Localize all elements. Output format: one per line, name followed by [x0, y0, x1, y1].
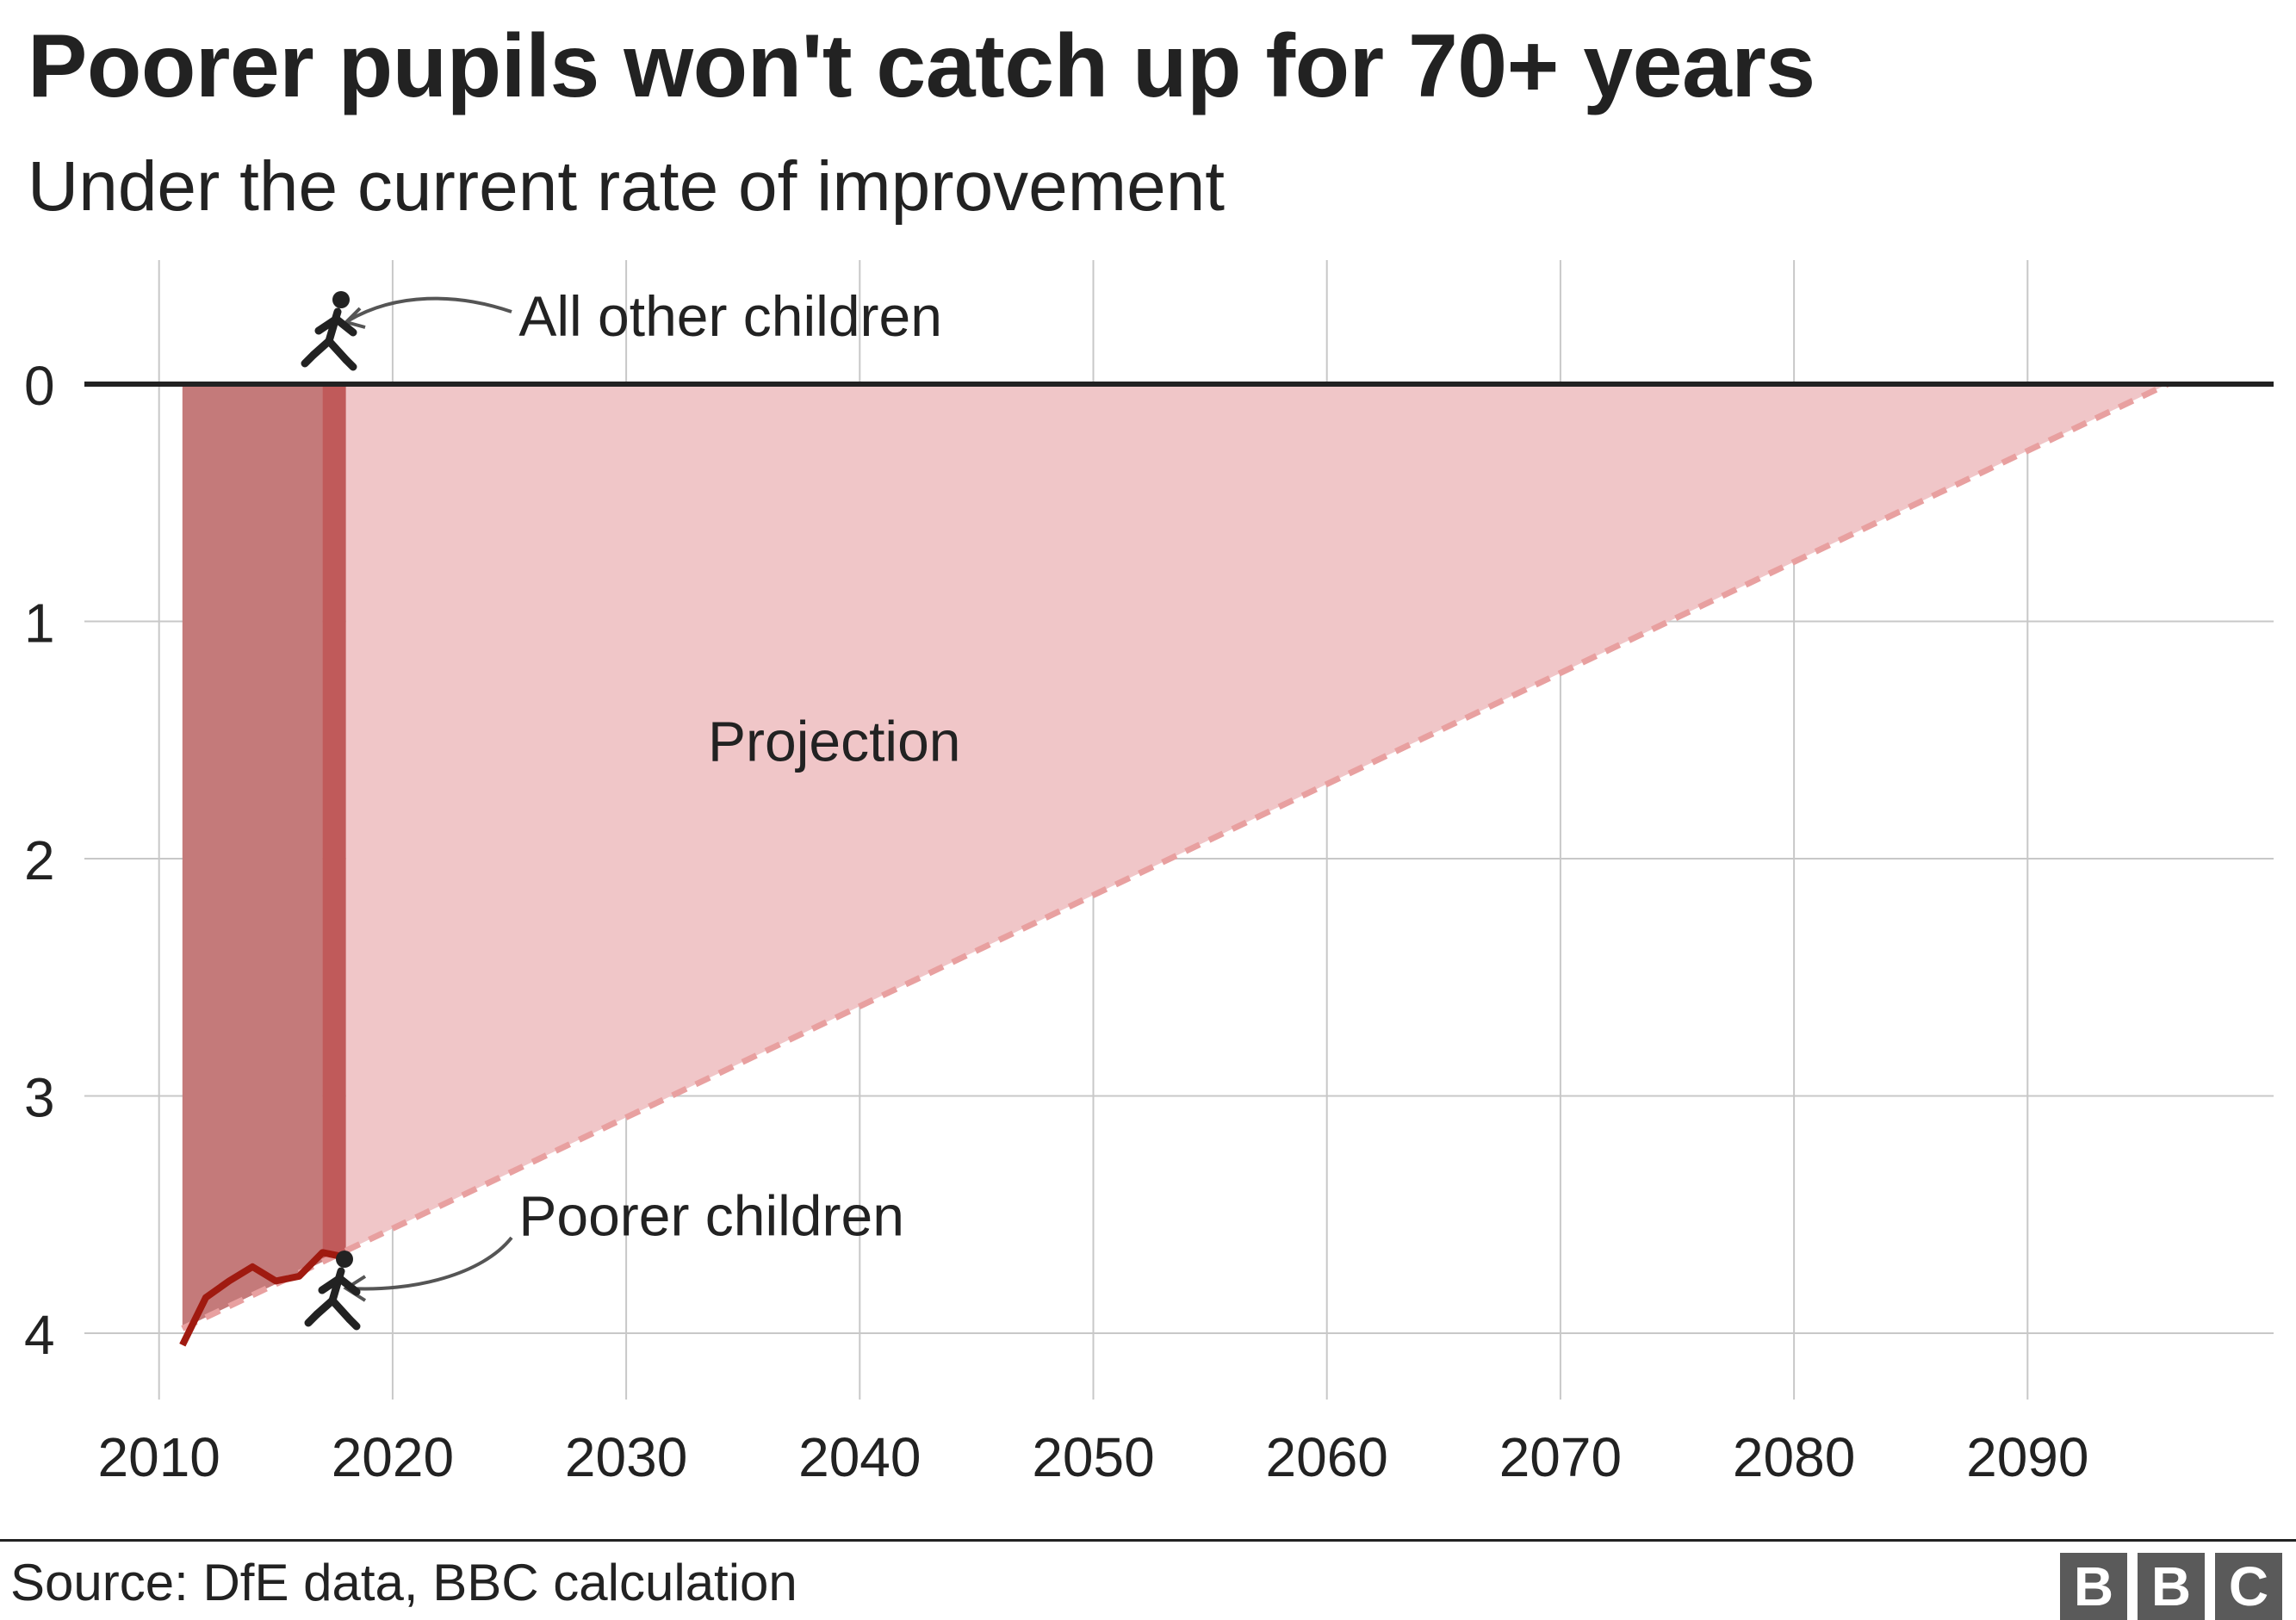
y-tick-label: 3 [24, 1067, 55, 1129]
runner-icon [301, 291, 357, 371]
y-tick-label: 2 [24, 829, 55, 891]
x-tick-labels: 2010 2020 2030 2040 2050 2060 2070 2080 2090 [98, 1426, 2089, 1488]
annotation-label: Poorer children [518, 1183, 904, 1247]
bbc-logo: B B C [2060, 1553, 2282, 1620]
historical-region [182, 384, 323, 1329]
data-series [84, 381, 2274, 1347]
x-tick-label: 2060 [1266, 1426, 1388, 1488]
source-note: Source: DfE data, BBC calculation [10, 1554, 797, 1611]
x-tick-label: 2040 [798, 1426, 921, 1488]
arrow-icon [347, 296, 512, 322]
x-tick-label: 2020 [332, 1426, 454, 1488]
bbc-logo-letter: B [2060, 1553, 2127, 1620]
x-tick-label: 2010 [98, 1426, 220, 1488]
arrow-icon [348, 1236, 513, 1291]
runner-icon [304, 1251, 361, 1331]
x-tick-label: 2080 [1733, 1426, 1855, 1488]
y-tick-label: 0 [24, 355, 55, 417]
y-tick-label: 1 [24, 593, 55, 655]
footer-divider [0, 1539, 2296, 1542]
bbc-logo-letter: C [2215, 1553, 2282, 1620]
annotation-label: Projection [708, 709, 961, 773]
x-tick-label: 2090 [1966, 1426, 2088, 1488]
chart-title: Poorer pupils won't catch up for 70+ yea… [28, 16, 1815, 116]
x-tick-label: 2030 [565, 1426, 687, 1488]
y-tick-label: 4 [24, 1304, 55, 1366]
icons [301, 291, 361, 1331]
x-tick-label: 2050 [1032, 1426, 1154, 1488]
recent-region [322, 384, 346, 1263]
y-tick-labels: 0 1 2 3 4 [24, 355, 55, 1366]
bbc-logo-letter: B [2138, 1553, 2205, 1620]
chart-subtitle: Under the current rate of improvement [28, 147, 1226, 226]
projection-line [181, 381, 2169, 1331]
x-tick-label: 2070 [1499, 1426, 1622, 1488]
poorer-children-line [179, 1249, 347, 1347]
annotation-label: All other children [518, 284, 942, 348]
annotations: All other children Poorer children Project… [343, 284, 961, 1302]
